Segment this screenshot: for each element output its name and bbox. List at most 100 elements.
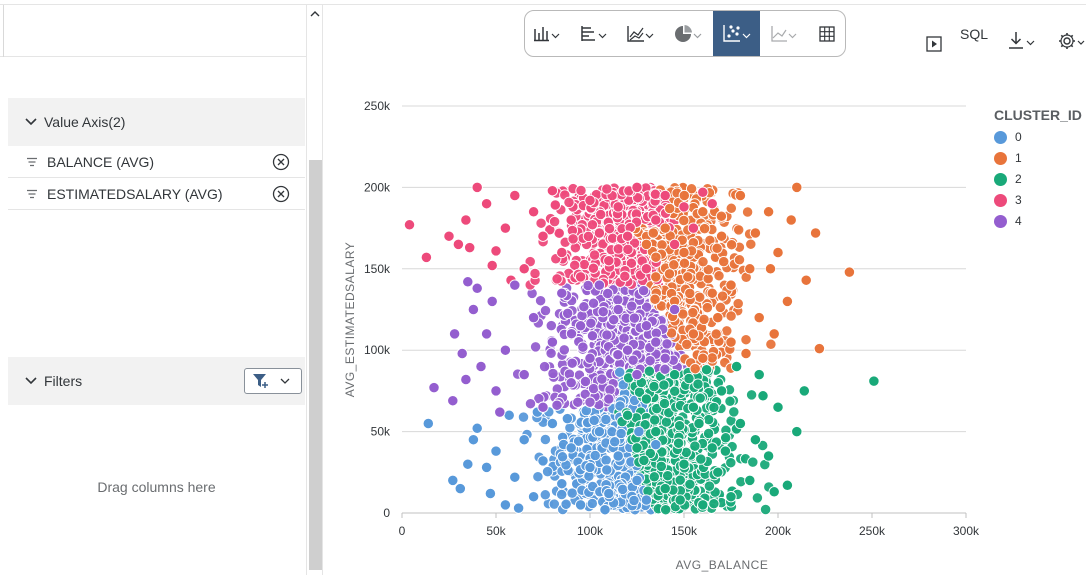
filters-drop-hint: Drag columns here xyxy=(97,479,216,495)
data-point xyxy=(684,478,696,490)
value-axis-item-estimatedsalary[interactable]: ESTIMATEDSALARY (AVG) xyxy=(8,178,305,210)
data-point xyxy=(649,188,662,200)
scroll-up-icon[interactable] xyxy=(310,9,320,19)
legend-label: 2 xyxy=(1015,172,1022,186)
sql-button[interactable]: SQL xyxy=(960,26,989,42)
data-point xyxy=(673,420,686,432)
data-point-3 xyxy=(574,271,587,283)
remove-icon[interactable] xyxy=(272,185,290,203)
data-point xyxy=(534,295,547,307)
left-panel-scrollbar[interactable] xyxy=(306,5,323,575)
data-point xyxy=(597,306,609,318)
drag-handle-icon[interactable] xyxy=(26,189,38,199)
legend-item[interactable]: 4 xyxy=(994,214,1022,228)
chevron-down-icon xyxy=(25,377,37,385)
data-point-2 xyxy=(693,417,705,430)
legend-item[interactable]: 3 xyxy=(994,193,1022,207)
data-point-2 xyxy=(749,434,762,446)
value-axis-item-balance[interactable]: BALANCE (AVG) xyxy=(8,146,305,178)
data-point-1 xyxy=(697,206,709,218)
data-point xyxy=(724,395,736,407)
legend-swatch xyxy=(994,130,1007,144)
data-point-2 xyxy=(868,375,880,387)
scatter-chart: 0 50k 100k 150k 200k 250k 0 50k 100k 150k 200k 250k… xyxy=(343,99,980,572)
data-point xyxy=(560,498,572,510)
data-point xyxy=(517,411,530,423)
data-point-4 xyxy=(650,336,662,348)
table-view-button[interactable] xyxy=(809,11,845,56)
data-point xyxy=(659,363,671,375)
data-point-4 xyxy=(462,276,474,288)
area-chart-button[interactable] xyxy=(761,11,807,56)
data-point-3 xyxy=(565,214,577,226)
data-point xyxy=(643,365,656,377)
legend-item[interactable]: 2 xyxy=(994,172,1022,186)
add-filter-button[interactable] xyxy=(244,368,302,394)
data-point-2 xyxy=(668,368,681,381)
data-point-2 xyxy=(757,390,769,402)
data-point-1 xyxy=(800,274,812,286)
legend-swatch xyxy=(994,172,1007,186)
filters-section-header[interactable]: Filters xyxy=(8,357,305,405)
data-point-1 xyxy=(734,189,747,202)
legend-item[interactable]: 0 xyxy=(994,130,1022,144)
scatter-chart-button[interactable] xyxy=(713,11,760,56)
data-point xyxy=(539,433,552,446)
legend-item[interactable]: 1 xyxy=(994,151,1022,165)
y-tick-label: 250k xyxy=(364,99,391,113)
bar-chart-button[interactable] xyxy=(525,11,569,56)
data-point-0 xyxy=(561,412,574,425)
data-point xyxy=(757,439,769,452)
data-point xyxy=(579,375,592,388)
x-tick-label: 300k xyxy=(953,524,980,538)
legend-title: CLUSTER_ID xyxy=(994,107,1082,123)
data-point-1 xyxy=(791,181,803,194)
settings-gear-icon[interactable] xyxy=(1057,26,1086,56)
data-point-0 xyxy=(633,425,645,438)
data-point xyxy=(549,199,561,211)
data-point xyxy=(567,233,579,245)
data-point-3 xyxy=(593,227,606,239)
data-point-2 xyxy=(798,385,810,397)
data-point-0 xyxy=(565,442,577,454)
x-tick-label: 100k xyxy=(577,524,604,538)
x-axis-label: AVG_BALANCE xyxy=(676,558,769,572)
data-point-3 xyxy=(486,259,498,272)
data-point xyxy=(706,352,718,364)
horizontal-bar-button[interactable] xyxy=(571,11,617,56)
data-point-1 xyxy=(682,271,694,283)
drag-handle-icon[interactable] xyxy=(26,157,38,167)
data-point xyxy=(647,227,659,239)
data-point xyxy=(582,279,594,292)
data-point xyxy=(660,416,673,428)
remove-icon[interactable] xyxy=(272,153,290,171)
download-icon[interactable] xyxy=(1007,26,1039,56)
play-icon[interactable] xyxy=(925,29,943,59)
data-point xyxy=(586,330,599,342)
pie-chart-button[interactable] xyxy=(665,11,711,56)
data-point-2 xyxy=(725,491,737,503)
data-point xyxy=(725,457,737,469)
data-point-4 xyxy=(574,320,587,332)
line-chart-button[interactable] xyxy=(618,11,664,56)
data-point-1 xyxy=(772,246,784,259)
data-point-0 xyxy=(422,417,434,430)
data-point xyxy=(545,347,557,359)
data-point xyxy=(716,290,729,302)
scatter-chart-icon xyxy=(722,24,750,42)
data-point-2 xyxy=(712,466,724,478)
data-point-0 xyxy=(593,425,606,438)
data-point-1 xyxy=(753,311,765,324)
value-axis-section-header[interactable]: Value Axis(2) xyxy=(8,98,305,146)
data-point-3 xyxy=(697,186,709,198)
data-point-3 xyxy=(584,194,596,207)
data-point xyxy=(551,273,563,285)
data-point xyxy=(556,488,568,501)
data-point xyxy=(664,202,676,215)
data-point xyxy=(728,406,740,418)
data-point xyxy=(695,453,707,465)
value-axis-item-label: BALANCE (AVG) xyxy=(47,153,155,170)
scrollbar-thumb[interactable] xyxy=(309,160,322,570)
data-point xyxy=(702,427,715,440)
data-point-4 xyxy=(490,385,502,397)
